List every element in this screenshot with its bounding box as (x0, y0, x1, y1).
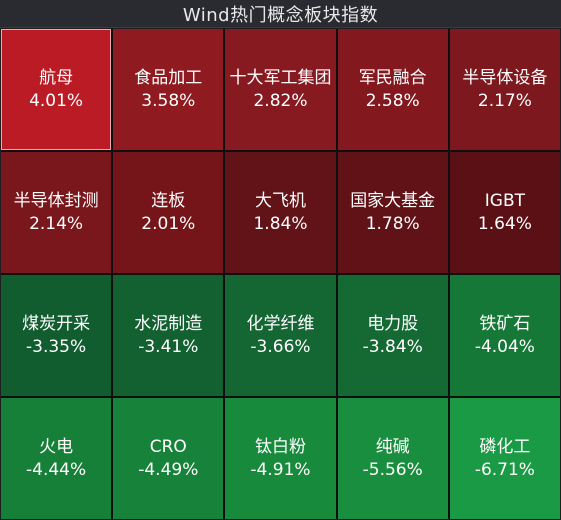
sector-name: CRO (149, 436, 187, 457)
sector-tile[interactable]: 煤炭开采 -3.35% (1, 275, 112, 396)
sector-name: 电力股 (367, 313, 419, 334)
sector-tile[interactable]: 铁矿石 -4.04% (449, 275, 560, 396)
sector-change: 1.84% (253, 213, 308, 234)
sector-change: -4.04% (474, 336, 535, 357)
sector-change: 2.01% (141, 213, 196, 234)
sector-tile-grid: 航母 4.01% 食品加工 3.58% 十大军工集团 2.82% 军民融合 2.58% … (1, 29, 560, 519)
sector-name: 连板 (151, 190, 186, 211)
sector-change: 4.01% (29, 90, 84, 111)
sector-name: 纯碱 (375, 436, 410, 457)
sector-name: 磷化工 (479, 436, 531, 457)
sector-tile[interactable]: 水泥制造 -3.41% (113, 275, 224, 396)
sector-name: 军民融合 (358, 67, 427, 88)
sector-name: 半导体封测 (13, 190, 99, 211)
sector-tile[interactable]: 半导体封测 2.14% (1, 152, 112, 273)
sector-change: 2.58% (365, 90, 420, 111)
sector-change: 2.17% (477, 90, 532, 111)
sector-tile[interactable]: 纯碱 -5.56% (337, 398, 448, 519)
sector-change: 1.64% (477, 213, 532, 234)
sector-tile[interactable]: 半导体设备 2.17% (449, 29, 560, 150)
sector-change: 2.14% (29, 213, 84, 234)
sector-change: -3.66% (250, 336, 311, 357)
sector-name: 十大军工集团 (229, 67, 332, 88)
sector-tile[interactable]: 军民融合 2.58% (337, 29, 448, 150)
sector-tile[interactable]: 化学纤维 -3.66% (225, 275, 336, 396)
sector-change: -6.71% (474, 459, 535, 480)
sector-tile[interactable]: 大飞机 1.84% (225, 152, 336, 273)
sector-tile[interactable]: 食品加工 3.58% (113, 29, 224, 150)
sector-tile[interactable]: 十大军工集团 2.82% (225, 29, 336, 150)
sector-change: -4.49% (138, 459, 199, 480)
sector-name: 火电 (39, 436, 74, 457)
panel-title: Wind热门概念板块指数 (182, 4, 379, 26)
sector-tile[interactable]: 国家大基金 1.78% (337, 152, 448, 273)
sector-name: 国家大基金 (350, 190, 436, 211)
sector-name: 铁矿石 (479, 313, 531, 334)
sector-tile[interactable]: 航母 4.01% (1, 29, 112, 150)
sector-name: IGBT (484, 190, 525, 211)
sector-tile[interactable]: IGBT 1.64% (449, 152, 560, 273)
sector-tile[interactable]: CRO -4.49% (113, 398, 224, 519)
panel-header: Wind热门概念板块指数 (0, 0, 561, 28)
sector-tile[interactable]: 磷化工 -6.71% (449, 398, 560, 519)
sector-change: 1.78% (365, 213, 420, 234)
sector-change: -3.84% (362, 336, 423, 357)
sector-tile[interactable]: 钛白粉 -4.91% (225, 398, 336, 519)
sector-change: -4.44% (26, 459, 87, 480)
sector-name: 航母 (39, 67, 74, 88)
sector-tile[interactable]: 火电 -4.44% (1, 398, 112, 519)
sector-name: 食品加工 (134, 67, 203, 88)
sector-name: 半导体设备 (462, 67, 548, 88)
sector-name: 化学纤维 (246, 313, 315, 334)
sector-name: 煤炭开采 (22, 313, 91, 334)
sector-change: 3.58% (141, 90, 196, 111)
sector-tile[interactable]: 电力股 -3.84% (337, 275, 448, 396)
sector-change: -3.41% (138, 336, 199, 357)
sector-tile[interactable]: 连板 2.01% (113, 152, 224, 273)
sector-change: -5.56% (362, 459, 423, 480)
sector-change: -4.91% (250, 459, 311, 480)
sector-name: 水泥制造 (134, 313, 203, 334)
sector-name: 钛白粉 (254, 436, 306, 457)
sector-change: -3.35% (26, 336, 87, 357)
sector-name: 大飞机 (254, 190, 306, 211)
sector-change: 2.82% (253, 90, 308, 111)
